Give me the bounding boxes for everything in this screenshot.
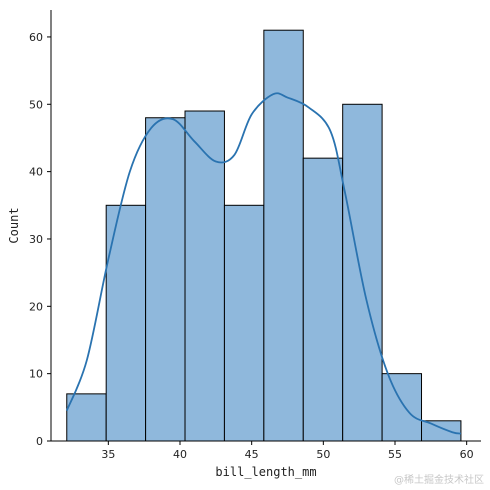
x-ticks: 35 40 45 50 55 60 bbox=[101, 441, 474, 461]
histogram-bar bbox=[342, 103, 383, 442]
y-tick-label: 0 bbox=[36, 435, 43, 448]
histogram-bar bbox=[66, 393, 107, 442]
x-tick-label: 55 bbox=[388, 448, 402, 461]
histogram-bar bbox=[381, 373, 423, 442]
histogram-bar bbox=[184, 110, 225, 442]
x-tick-label: 45 bbox=[245, 448, 259, 461]
x-axis-label: bill_length_mm bbox=[215, 465, 316, 479]
histogram-bar bbox=[145, 117, 186, 442]
histogram-bar bbox=[223, 204, 265, 442]
y-tick-label: 50 bbox=[29, 98, 43, 111]
bars-group bbox=[66, 29, 462, 442]
histogram-bar bbox=[421, 420, 462, 442]
watermark-text: @稀土掘金技术社区 bbox=[394, 475, 484, 486]
y-tick-label: 10 bbox=[29, 368, 43, 381]
x-tick-label: 40 bbox=[173, 448, 187, 461]
y-axis-label: Count bbox=[7, 207, 21, 243]
y-tick-label: 30 bbox=[29, 233, 43, 246]
x-tick-label: 50 bbox=[316, 448, 330, 461]
histogram-bar bbox=[263, 29, 304, 442]
y-ticks: 0 10 20 30 40 50 60 bbox=[29, 31, 51, 448]
kde-curve bbox=[65, 92, 462, 435]
histogram-bar bbox=[105, 204, 147, 442]
y-tick-label: 20 bbox=[29, 300, 43, 313]
x-tick-label: 35 bbox=[101, 448, 115, 461]
y-tick-label: 60 bbox=[29, 31, 43, 44]
x-tick-label: 60 bbox=[460, 448, 474, 461]
histogram-bar bbox=[302, 157, 344, 442]
y-tick-label: 40 bbox=[29, 166, 43, 179]
